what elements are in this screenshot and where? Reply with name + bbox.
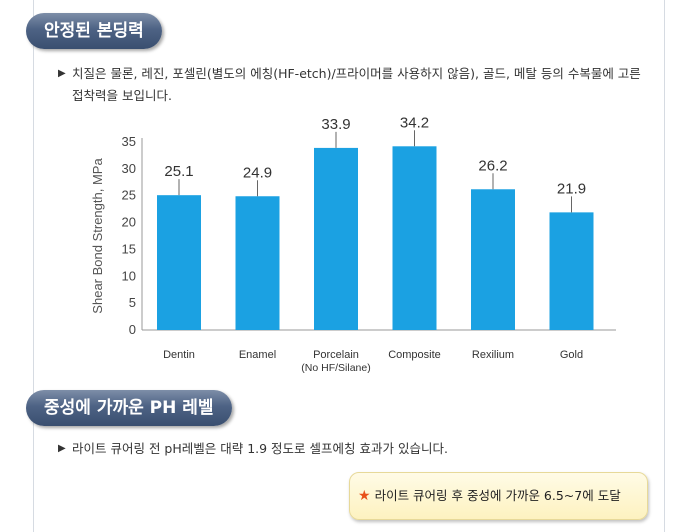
y-tick-label: 30 [122,161,136,176]
y-tick-label: 10 [122,268,136,283]
x-tick-label: Rexilium [472,349,514,361]
bar-enamel [235,196,280,330]
x-tick-label: Composite [388,349,441,361]
y-tick-label: 25 [122,188,136,203]
bar-rexilium [471,189,515,330]
y-tick-label: 15 [122,241,136,256]
bullet-arrow-icon: ▶ [58,443,66,454]
x-tick-label: Gold [560,349,583,361]
x-tick-label: Porcelain [313,349,359,361]
frame-border-left [33,0,34,532]
y-tick-label: 20 [122,215,136,230]
frame-border-right [664,0,665,532]
y-tick-label: 0 [129,322,136,337]
y-tick-label: 5 [129,295,136,310]
section-title-bonding: 안정된 본딩력 [26,13,162,49]
ph-callout: ★ 라이트 큐어링 후 중성에 가까운 6.5~7에 도달 [349,472,648,520]
y-tick-label: 35 [122,134,136,149]
bonding-description: ▶ 치질은 물론, 레진, 포셀린(별도의 에칭(HF-etch)/프라이머를 … [58,63,648,107]
data-label: 34.2 [400,114,429,131]
data-label: 24.9 [243,164,272,181]
ph-description: ▶ 라이트 큐어링 전 pH레벨은 대략 1.9 정도로 셀프에칭 효과가 있습… [58,438,618,460]
bonding-description-text: 치질은 물론, 레진, 포셀린(별도의 에칭(HF-etch)/프라이머를 사용… [72,66,641,103]
y-axis-label: Shear Bond Strength, MPa [90,158,105,314]
x-tick-label: Dentin [163,349,195,361]
data-label: 21.9 [557,180,586,197]
data-label: 26.2 [478,157,507,174]
data-label: 25.1 [164,163,193,180]
data-label: 33.9 [321,116,350,133]
bar-porcelain [314,147,358,330]
bar-gold [549,212,594,330]
star-icon: ★ [358,488,371,504]
bullet-arrow-icon: ▶ [58,68,66,79]
ph-description-text: 라이트 큐어링 전 pH레벨은 대략 1.9 정도로 셀프에칭 효과가 있습니다… [72,441,448,456]
bar-composite [392,146,437,330]
section-title-ph-level: 중성에 가까운 PH 레벨 [26,390,232,426]
bar-dentin [157,195,201,330]
x-tick-sublabel: (No HF/Silane) [301,362,370,374]
ph-callout-text: 라이트 큐어링 후 중성에 가까운 6.5~7에 도달 [374,488,621,503]
bond-strength-chart: Shear Bond Strength, MPa 0 5 10 15 20 25 30 35 25… [90,114,616,374]
x-tick-label: Enamel [239,349,276,361]
